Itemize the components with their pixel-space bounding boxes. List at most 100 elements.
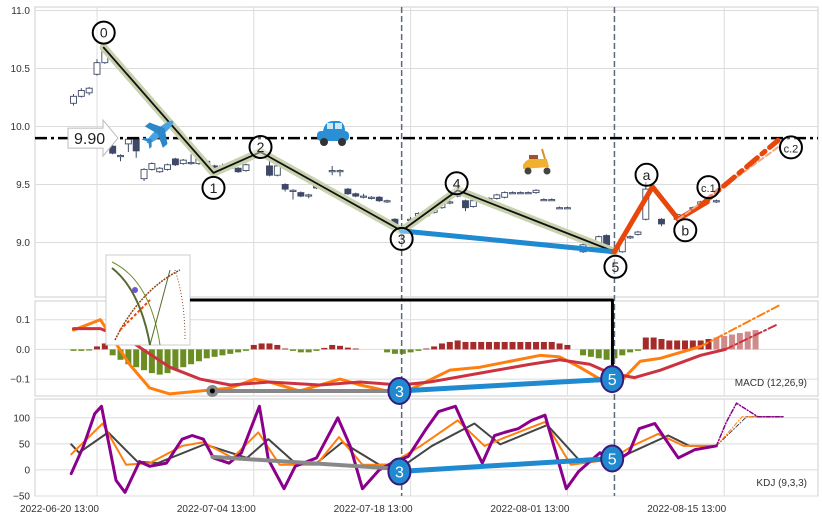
candle-down	[234, 167, 242, 173]
candle-up	[712, 200, 720, 203]
macd-hist-bar	[94, 346, 100, 350]
candle-down	[132, 137, 140, 152]
wave-label-circle	[248, 135, 273, 159]
annotations	[35, 7, 818, 496]
candle-up	[626, 236, 634, 239]
wave-label-2: 2	[257, 139, 265, 155]
candle-down	[266, 165, 273, 176]
wave-thumbnail	[105, 254, 191, 346]
macd-hist-bar	[203, 349, 210, 359]
scooter-icon	[523, 148, 551, 175]
macd-hist-bar	[141, 349, 148, 371]
candle-up	[242, 164, 250, 172]
macd-hist-bar	[195, 349, 202, 362]
macd-hist-bar	[125, 349, 132, 365]
kdj_panel-divergence-marker	[600, 444, 625, 473]
candle-up	[548, 199, 556, 202]
candle-up	[501, 192, 509, 198]
macd-panel-label: MACD (12,26,9)	[735, 378, 807, 389]
airplane-icon	[141, 120, 174, 149]
correction-projection-line	[698, 137, 781, 208]
macd-hist-bar	[564, 344, 571, 350]
macd-hist-bar	[391, 349, 398, 354]
kdj-j-projection	[715, 402, 785, 447]
macd-hist-bar	[148, 349, 155, 374]
macd-hist-bar	[172, 349, 179, 371]
candle-up	[634, 231, 642, 235]
macd-hist-bar	[658, 339, 665, 350]
macd-hist-bar	[556, 343, 563, 350]
macd-hist-bar	[305, 349, 312, 353]
main-y-tick-label: 10.0	[11, 122, 31, 133]
candle-up	[524, 192, 532, 195]
macd-hist-bar	[509, 341, 516, 350]
candle-up	[85, 87, 93, 94]
macd-y-tick-label: 0.0	[16, 345, 30, 356]
candle-up	[469, 200, 477, 207]
macd-hist-bar	[595, 349, 602, 359]
wave-label-0: 0	[100, 25, 108, 41]
macd-y-tick-label: 0.1	[16, 315, 30, 326]
macd-hist-bar	[603, 349, 610, 360]
macd-hist-bar	[219, 349, 226, 356]
macd-hist-bar	[399, 349, 406, 354]
x-tick-label: 2022-08-01 13:00	[490, 504, 569, 515]
wave-label-circle	[389, 226, 414, 251]
macd-hist-bar	[682, 340, 688, 350]
macd-hist-bar	[446, 341, 453, 350]
macd-y-tick-label: −0.1	[10, 375, 30, 386]
x-tick-label: 2022-07-04 13:00	[177, 504, 256, 515]
macd-hist-bar	[752, 330, 759, 350]
macd-hist-bar	[282, 348, 289, 350]
main-y-tick-label: 9.0	[16, 238, 30, 249]
wave-label-a: a	[643, 167, 651, 183]
macd-hist-bar	[580, 349, 587, 356]
x-tick-label: 2022-08-15 13:00	[647, 504, 726, 515]
candle-up	[140, 168, 148, 180]
macd-hist-bar	[86, 349, 93, 351]
kdj_panel-divergence-marker	[387, 457, 412, 486]
macd-hist-bar	[470, 341, 477, 350]
wave-label-circle	[201, 175, 226, 200]
kdj-y-tick-label: 100	[13, 413, 30, 424]
candle-down	[109, 145, 117, 154]
macd-hist-bar	[729, 334, 736, 350]
candle-up	[556, 207, 564, 210]
macd-hist-bar	[674, 340, 681, 350]
correction-projection-light	[677, 146, 779, 221]
macd-hist-bar	[619, 349, 626, 356]
candle-up	[563, 207, 571, 210]
macd-hist-bar	[227, 349, 234, 354]
macd-hist-bar	[540, 341, 547, 350]
candle-up	[367, 196, 375, 199]
macd-hist-bar	[337, 345, 344, 350]
candle-up	[77, 90, 85, 97]
macd-hist-bar	[235, 349, 242, 353]
macd-hist-bar	[211, 349, 218, 357]
macd-hist-bar	[642, 337, 649, 350]
candle-up	[305, 194, 313, 197]
candle-up	[328, 170, 336, 173]
wave-label-circle	[91, 20, 116, 45]
candle-up	[383, 200, 391, 203]
x-tick-label: 2022-07-18 13:00	[334, 504, 413, 515]
macd-hist-bar	[70, 349, 77, 351]
candle-down	[297, 192, 305, 197]
candle-down	[281, 184, 289, 190]
candle-up	[148, 163, 156, 170]
kdj-y-tick-label: 0	[24, 465, 30, 476]
macd-hist-bar	[454, 340, 461, 350]
wave-label-circle	[673, 218, 698, 243]
macd-hist-bar	[297, 349, 304, 353]
kdj_panel-divergence-label: 3	[395, 464, 404, 481]
labels: 9.09.510.010.511.00.10.0−0.1100500−50202…	[10, 6, 798, 515]
macd-hist-bar	[133, 349, 140, 368]
macd_panel-divergence-label: 3	[395, 384, 404, 401]
macd-hist-bar	[587, 349, 594, 357]
main-y-tick-label: 10.5	[11, 64, 31, 75]
macd-hist-bar	[407, 349, 414, 353]
candle-up	[509, 192, 516, 195]
candle-up	[93, 62, 101, 75]
kdj-y-tick-label: −50	[13, 492, 30, 503]
wave-label-b: b	[681, 222, 689, 238]
